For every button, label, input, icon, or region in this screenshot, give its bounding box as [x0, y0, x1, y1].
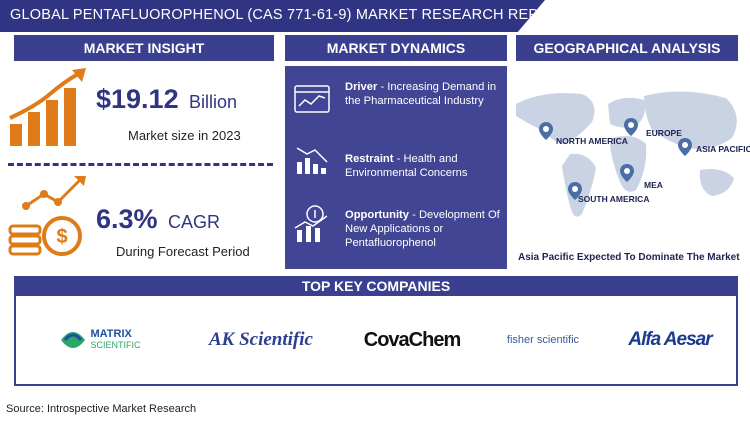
location-pin-icon: [678, 138, 692, 156]
covachem-logo: CovaChem: [363, 328, 461, 351]
alfa-aesar-logo: Alfa Aesar: [628, 329, 712, 350]
driver-text: Driver - Increasing Demand in the Pharma…: [345, 81, 497, 107]
top-key-companies-header: TOP KEY COMPANIES: [14, 276, 738, 296]
driver-icon: [294, 85, 330, 113]
market-size-caption: Market size in 2023: [128, 128, 241, 143]
matrix-scientific-logo: MATRIX SCIENTIFIC: [52, 324, 148, 356]
geo-caption: Asia Pacific Expected To Dominate The Ma…: [518, 252, 740, 263]
region-south-america: SOUTH AMERICA: [578, 194, 650, 204]
growth-chart-icon: [9, 68, 86, 146]
title-banner: [0, 0, 545, 32]
location-pin-icon: [568, 182, 582, 200]
companies-box: MATRIX SCIENTIFIC AK Scientific CovaChem…: [14, 296, 738, 386]
restraint-icon: [296, 147, 328, 174]
coin-stack-icon: $: [8, 176, 86, 256]
geographical-analysis-header: GEOGRAPHICAL ANALYSIS: [516, 35, 738, 61]
market-dynamics-header: MARKET DYNAMICS: [285, 35, 507, 61]
region-asia-pacific: ASIA PACIFIC: [696, 144, 750, 154]
world-map: [516, 91, 737, 217]
location-pin-icon: [624, 118, 638, 136]
source-note: Source: Introspective Market Research: [6, 403, 197, 415]
region-north-america: NORTH AMERICA: [556, 136, 628, 146]
market-size: $19.12 Billion: [96, 84, 237, 115]
restraint-text: Restraint - Health and Environmental Con…: [345, 153, 468, 179]
market-size-unit: Billion: [189, 92, 238, 112]
cagr: 6.3% CAGR: [96, 204, 220, 235]
location-pin-icon: [539, 122, 553, 140]
fisher-scientific-logo: fisher scientific: [506, 334, 580, 346]
cagr-value: 6.3%: [96, 204, 158, 234]
ak-scientific-logo: AK Scientific: [209, 329, 313, 350]
opportunity-icon: [294, 205, 328, 242]
cagr-caption: During Forecast Period: [116, 244, 250, 259]
divider: [8, 163, 273, 166]
svg-text:$: $: [56, 226, 67, 248]
market-size-value: $19.12: [96, 84, 179, 114]
cagr-label: CAGR: [168, 212, 221, 232]
matrix-logo-icon: [61, 332, 86, 348]
opportunity-text: Opportunity - Development Of New Applica…: [345, 209, 500, 249]
market-insight-header: MARKET INSIGHT: [14, 35, 274, 61]
region-europe: EUROPE: [646, 128, 682, 138]
page-title: GLOBAL PENTAFLUOROPHENOL (CAS 771-61-9) …: [10, 7, 570, 23]
market-dynamics-panel: Driver - Increasing Demand in the Pharma…: [285, 66, 507, 269]
region-mea: MEA: [644, 180, 663, 190]
location-pin-icon: [620, 164, 634, 182]
